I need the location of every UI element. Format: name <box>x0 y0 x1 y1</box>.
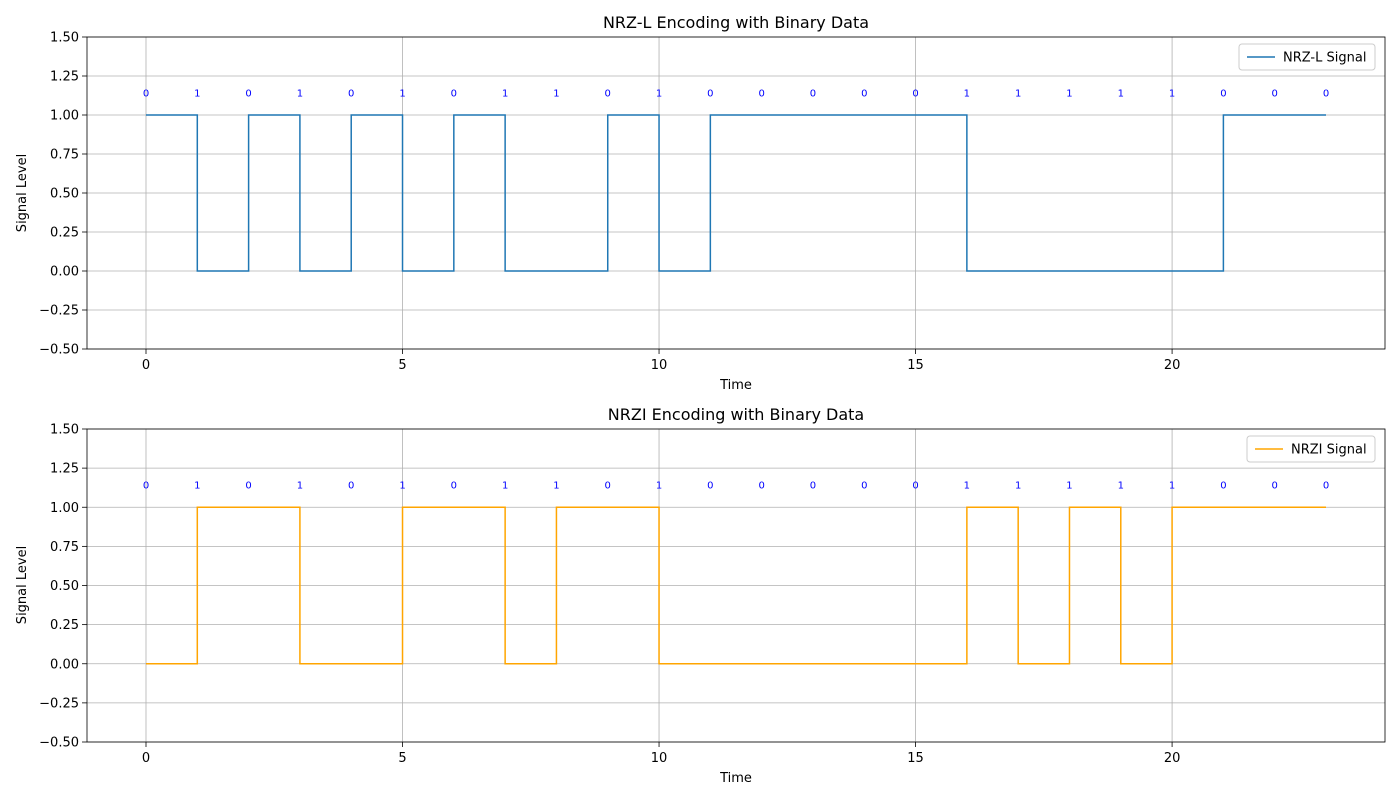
legend-box <box>1238 43 1376 71</box>
y-tick-label: 1.00 <box>50 109 79 124</box>
bit-label: 1 <box>1015 88 1021 99</box>
y-tick-label: 1.00 <box>50 501 79 516</box>
y-tick-label: 0.75 <box>50 148 79 163</box>
y-tick-label: 0.75 <box>50 540 79 555</box>
bit-label: 1 <box>1118 88 1124 99</box>
bit-label: 1 <box>502 480 508 491</box>
bit-label: 0 <box>1220 88 1226 99</box>
bit-label: 0 <box>758 480 764 491</box>
bit-label: 0 <box>810 88 816 99</box>
bit-label: 0 <box>1220 480 1226 491</box>
y-tick-label: 0.00 <box>50 265 79 280</box>
bit-label: 1 <box>1066 480 1072 491</box>
bit-label: 1 <box>399 88 405 99</box>
y-axis-label: Signal Level <box>15 546 30 624</box>
bit-label: 0 <box>912 480 918 491</box>
x-tick-label: 15 <box>907 751 924 766</box>
y-tick-label: 1.50 <box>50 423 79 438</box>
x-tick-label: 5 <box>398 751 406 766</box>
x-axis-label: Time <box>719 771 752 786</box>
plot-area: 0 1 0 1 0 1 0 1 1 0 1 0 0 0 0 0 1 1 1 1 1 0 0 00 5 10 15 20−0.50−0.… <box>39 31 1386 373</box>
x-tick-label: 20 <box>1164 358 1181 373</box>
bit-label: 1 <box>502 88 508 99</box>
y-tick-label: 0.25 <box>50 226 79 241</box>
bit-label: 0 <box>810 480 816 491</box>
bit-label: 1 <box>1015 480 1021 491</box>
bit-label: 0 <box>1272 88 1278 99</box>
bit-label: 1 <box>297 480 303 491</box>
bit-label: 1 <box>656 480 662 491</box>
series-line-0 <box>146 114 1326 272</box>
bit-label: 0 <box>861 480 867 491</box>
bit-label: 0 <box>861 88 867 99</box>
y-tick-label: 0.50 <box>50 579 79 594</box>
plot-area: 0 1 0 1 0 1 0 1 1 0 1 0 0 0 0 0 1 1 1 1 1 0 0 00 5 10 15 20−0.50−0.… <box>39 423 1386 766</box>
bit-label: 0 <box>758 88 764 99</box>
bit-label: 0 <box>143 88 149 99</box>
bit-label: 1 <box>964 88 970 99</box>
bit-label: 1 <box>297 88 303 99</box>
y-tick-label: 0.25 <box>50 618 79 633</box>
chart-nrzl: NRZ-L Encoding with Binary Data Time Sig… <box>15 13 1386 393</box>
bit-label: 1 <box>656 88 662 99</box>
bit-label: 0 <box>348 480 354 491</box>
bit-label: 0 <box>451 88 457 99</box>
bit-label: 0 <box>143 480 149 491</box>
bit-label: 0 <box>245 480 251 491</box>
x-tick-label: 10 <box>651 751 668 766</box>
bit-label: 0 <box>1272 480 1278 491</box>
y-tick-label: −0.50 <box>39 343 79 358</box>
x-tick-label: 0 <box>142 358 150 373</box>
bit-label: 1 <box>1066 88 1072 99</box>
y-tick-label: −0.25 <box>39 304 79 319</box>
bit-label: 0 <box>348 88 354 99</box>
y-tick-label: 1.25 <box>50 70 79 85</box>
bit-label: 1 <box>1169 88 1175 99</box>
bit-label: 1 <box>399 480 405 491</box>
x-tick-label: 20 <box>1164 751 1181 766</box>
bit-label: 0 <box>707 480 713 491</box>
bit-label: 1 <box>964 480 970 491</box>
bit-label: 1 <box>1169 480 1175 491</box>
legend-label: NRZI Signal <box>1291 443 1367 458</box>
bit-label: 1 <box>194 88 200 99</box>
series-line-0 <box>146 506 1326 665</box>
bit-label: 0 <box>1323 480 1329 491</box>
chart-title: NRZI Encoding with Binary Data <box>608 405 864 424</box>
y-tick-label: −0.25 <box>39 696 79 711</box>
bit-label: 0 <box>245 88 251 99</box>
x-axis-label: Time <box>719 378 752 393</box>
legend-box <box>1246 435 1376 463</box>
bit-label: 0 <box>707 88 713 99</box>
x-tick-label: 15 <box>907 358 924 373</box>
bit-label: 1 <box>194 480 200 491</box>
bit-label: 0 <box>1323 88 1329 99</box>
bit-label: 0 <box>605 480 611 491</box>
chart-title: NRZ-L Encoding with Binary Data <box>603 13 869 32</box>
bit-label: 0 <box>451 480 457 491</box>
y-tick-label: 0.50 <box>50 187 79 202</box>
y-axis-label: Signal Level <box>15 154 30 232</box>
bit-label: 1 <box>1118 480 1124 491</box>
y-tick-label: 1.25 <box>50 462 79 477</box>
y-tick-label: 0.00 <box>50 657 79 672</box>
x-tick-label: 10 <box>651 358 668 373</box>
chart-nrzi: NRZI Encoding with Binary Data Time Sign… <box>15 405 1386 786</box>
x-tick-label: 5 <box>398 358 406 373</box>
y-tick-label: −0.50 <box>39 736 79 751</box>
bit-label: 0 <box>912 88 918 99</box>
bit-label: 1 <box>553 88 559 99</box>
bit-label: 1 <box>553 480 559 491</box>
legend-label: NRZ-L Signal <box>1283 51 1366 66</box>
y-tick-label: 1.50 <box>50 31 79 46</box>
x-tick-label: 0 <box>142 751 150 766</box>
bit-label: 0 <box>605 88 611 99</box>
